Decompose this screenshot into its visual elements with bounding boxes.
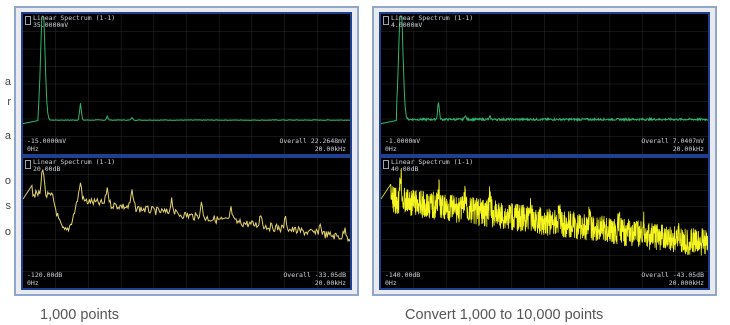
x-min-label: 0Hz (27, 279, 39, 287)
overall-value: Overall 22.2648mV (279, 137, 346, 145)
y-min-label: -1.0000mV (385, 137, 421, 145)
x-max-label: 20.00kHz (314, 145, 346, 153)
spectrum-plot-top-left (23, 14, 350, 154)
y-max-label: 4.0000mV (391, 21, 423, 29)
channel-tag-icon[interactable] (25, 16, 31, 25)
spectrum-trace (381, 167, 708, 256)
spectrum-trace (381, 15, 708, 125)
x-max-label: 20.00kHz (672, 145, 704, 153)
analyzer-body-left: Linear Spectrum (1-1) 35.0000mV -15.0000… (21, 12, 352, 290)
analyzer-window-right: Linear Spectrum (1-1) 4.0000mV -1.0000mV… (372, 6, 717, 296)
grid-lines (23, 158, 350, 288)
spectrum-plot-bottom-right (381, 158, 708, 288)
spectrum-panel-top-left[interactable]: Linear Spectrum (1-1) 35.0000mV -15.0000… (23, 14, 350, 154)
caption-right: Convert 1,000 to 10,000 points (405, 307, 604, 323)
y-max-label: 35.0000mV (33, 21, 69, 29)
spectrum-panel-bottom-right[interactable]: Linear Spectrum (1-1) 40.00dB -140.00dB … (381, 158, 708, 288)
margin-glyph: o (4, 175, 11, 187)
margin-glyph: a (4, 76, 11, 88)
margin-glyph: a (4, 130, 11, 142)
overall-value: Overall -43.05dB (641, 271, 704, 279)
spectrum-trace (23, 168, 350, 243)
y-min-label: -120.00dB (27, 271, 63, 279)
channel-tag-icon[interactable] (383, 16, 389, 25)
spectrum-plot-top-right (381, 14, 708, 154)
overall-value: Overall 7.0407mV (641, 137, 704, 145)
spectrum-panel-bottom-left[interactable]: Linear Spectrum (1-1) 20.00dB -120.00dB … (23, 158, 350, 288)
y-max-label: 20.00dB (33, 165, 61, 173)
grid-lines (23, 14, 350, 154)
panel-title: Linear Spectrum (1-1) (391, 158, 474, 166)
analyzer-body-right: Linear Spectrum (1-1) 4.0000mV -1.0000mV… (379, 12, 710, 290)
x-min-label: 0Hz (385, 279, 397, 287)
x-max-label: 20.00kHz (314, 279, 346, 287)
y-min-label: -15.0000mV (27, 137, 67, 145)
panel-title: Linear Spectrum (1-1) (33, 14, 116, 22)
y-min-label: -140.00dB (385, 271, 421, 279)
panel-title: Linear Spectrum (1-1) (33, 158, 116, 166)
x-max-label: 20.000kHz (668, 279, 704, 287)
channel-tag-icon[interactable] (25, 160, 31, 169)
margin-glyph: s (5, 200, 12, 212)
margin-glyph: o (4, 226, 11, 238)
x-min-label: 0Hz (385, 145, 397, 153)
x-min-label: 0Hz (27, 145, 39, 153)
channel-tag-icon[interactable] (383, 160, 389, 169)
grid-lines (381, 14, 708, 154)
y-max-label: 40.00dB (391, 165, 419, 173)
spectrum-trace (23, 15, 350, 125)
analyzer-window-left: Linear Spectrum (1-1) 35.0000mV -15.0000… (14, 6, 359, 296)
spectrum-plot-bottom-left (23, 158, 350, 288)
caption-left: 1,000 points (40, 307, 120, 323)
margin-glyphs: a r a o s o (0, 0, 12, 290)
margin-glyph: r (7, 96, 11, 108)
overall-value: Overall -33.05dB (283, 271, 346, 279)
spectrum-panel-top-right[interactable]: Linear Spectrum (1-1) 4.0000mV -1.0000mV… (381, 14, 708, 154)
panel-title: Linear Spectrum (1-1) (391, 14, 474, 22)
